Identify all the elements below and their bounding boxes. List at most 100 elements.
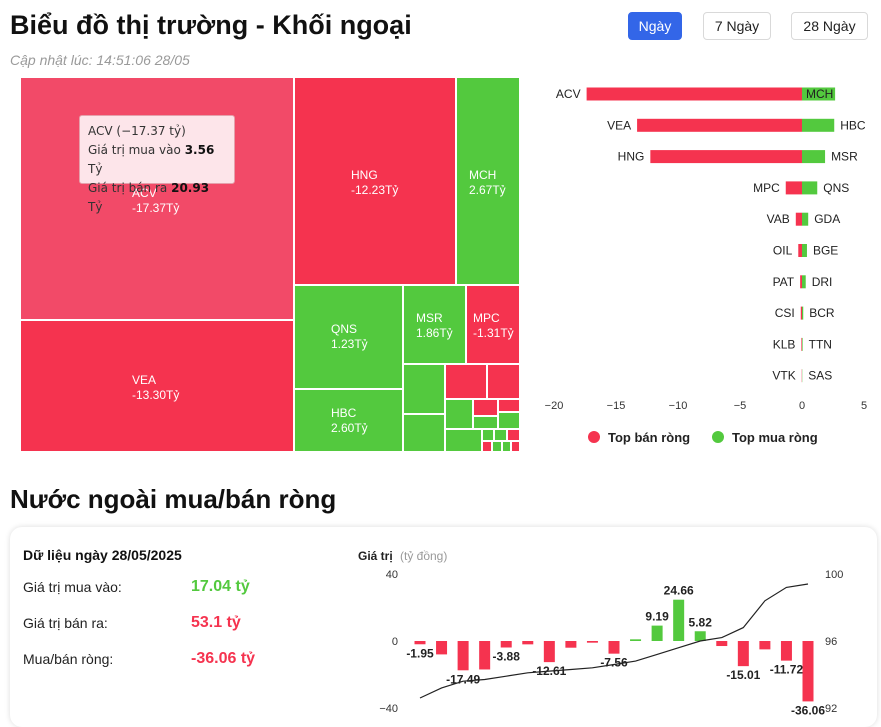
- net-bar-label: 9.19: [645, 610, 669, 624]
- treemap-cell[interactable]: [445, 364, 487, 399]
- tooltip-sell-row: Giá trị bán ra 20.93 Tỷ: [88, 179, 226, 217]
- buy-bar-label: GDA: [814, 212, 840, 226]
- treemap-cell[interactable]: [403, 364, 445, 414]
- treemap-cell[interactable]: [445, 429, 482, 452]
- net-bar: [565, 641, 576, 648]
- treemap-value: -12.23Tỷ: [351, 183, 398, 198]
- tooltip-title: ACV (−17.37 tỷ): [88, 122, 226, 141]
- x-tick-label: −20: [545, 400, 564, 412]
- treemap-cell[interactable]: [403, 414, 445, 452]
- treemap-cell[interactable]: [482, 441, 492, 452]
- legend-buy-marker: [712, 431, 724, 443]
- y2-tick-label: 100: [825, 569, 843, 581]
- y-tick-label: 0: [392, 636, 398, 648]
- x-tick-label: 5: [861, 400, 867, 412]
- treemap-cell-mpc[interactable]: MPC -1.31Tỷ: [466, 285, 520, 364]
- sell-bar-label: VAB: [767, 212, 790, 226]
- treemap-cell[interactable]: [473, 399, 498, 416]
- net-bar-label: 24.66: [664, 584, 694, 598]
- treemap-cell-msr[interactable]: MSR 1.86Tỷ: [403, 285, 466, 364]
- buy-bar: [802, 275, 806, 288]
- net-bar: [544, 641, 555, 662]
- net-bar: [652, 626, 663, 641]
- treemap-cell[interactable]: [494, 429, 507, 441]
- sell-bar: [801, 307, 802, 320]
- sell-bar: [798, 244, 802, 257]
- net-bar: [630, 639, 641, 641]
- sell-bar: [800, 275, 802, 288]
- net-bar: [759, 641, 770, 649]
- tab-7-days[interactable]: 7 Ngày: [703, 12, 771, 40]
- treemap-tooltip: ACV (−17.37 tỷ) Giá trị mua vào 3.56 Tỷ …: [79, 115, 235, 184]
- y-tick-label: 40: [386, 569, 398, 581]
- treemap-cell[interactable]: [445, 399, 473, 429]
- sell-bar: [786, 181, 802, 194]
- tooltip-sell-value: 20.93: [171, 181, 209, 195]
- buy-bar-label: HBC: [840, 118, 866, 132]
- net-bar: [609, 641, 620, 654]
- net-bar: [803, 641, 814, 701]
- legend-buy-label: Top mua ròng: [732, 430, 818, 445]
- sell-bar: [637, 119, 802, 132]
- stat-net-value: -36.06 tỷ: [191, 650, 255, 668]
- buy-bar-label: MCH: [806, 87, 833, 101]
- treemap-cell-mch[interactable]: MCH 2.67Tỷ: [456, 77, 520, 285]
- y-tick-label: −40: [379, 703, 398, 715]
- treemap-value: 1.23Tỷ: [331, 337, 368, 352]
- treemap-cell-qns[interactable]: QNS 1.23Tỷ: [294, 285, 403, 389]
- treemap-cell-hbc[interactable]: HBC 2.60Tỷ: [294, 389, 403, 452]
- treemap-cell[interactable]: [482, 429, 494, 441]
- legend-sell-label: Top bán ròng: [608, 430, 690, 445]
- treemap-cell[interactable]: [473, 416, 498, 429]
- tooltip-buy-value: 3.56: [185, 143, 215, 157]
- net-bar-label: -36.06: [791, 703, 825, 717]
- treemap-cell[interactable]: [507, 429, 520, 441]
- treemap-cell[interactable]: [498, 399, 520, 412]
- x-tick-label: −5: [734, 400, 747, 412]
- buy-bar-label: BCR: [809, 306, 835, 320]
- net-bar: [716, 641, 727, 646]
- buy-bar-label: QNS: [823, 181, 849, 195]
- net-bar: [415, 641, 426, 644]
- sell-bar-label: KLB: [773, 337, 796, 351]
- treemap-value: 2.60Tỷ: [331, 421, 368, 436]
- tab-day[interactable]: Ngày: [628, 12, 682, 40]
- buy-bar: [802, 181, 817, 194]
- treemap-cell[interactable]: [492, 441, 502, 452]
- sell-bar: [801, 338, 802, 351]
- treemap-code: MSR: [416, 311, 453, 326]
- stat-buy-label: Giá trị mua vào:: [23, 579, 122, 595]
- treemap-cell-vea[interactable]: VEA -13.30Tỷ: [20, 320, 294, 452]
- tab-28-days[interactable]: 28 Ngày: [791, 12, 868, 40]
- x-tick-label: 0: [799, 400, 805, 412]
- sell-bar-label: ACV: [556, 87, 581, 101]
- net-bar: [695, 631, 706, 641]
- stat-buy-value: 17.04 tỷ: [191, 578, 250, 596]
- sell-bar-label: VEA: [607, 118, 631, 132]
- treemap-cell-hng[interactable]: HNG -12.23Tỷ: [294, 77, 456, 285]
- treemap-cell[interactable]: [511, 441, 520, 452]
- treemap-cell[interactable]: [498, 412, 520, 429]
- y-axis-unit: (tỷ đồng): [400, 549, 447, 563]
- treemap-code: MPC: [473, 311, 514, 326]
- treemap-value: -1.31Tỷ: [473, 326, 514, 341]
- treemap-value: 2.67Tỷ: [469, 183, 506, 198]
- sell-bar-label: HNG: [618, 150, 645, 164]
- net-bar-label: -17.49: [446, 672, 480, 686]
- buy-bar: [802, 213, 808, 226]
- sell-bar-label: VTK: [772, 369, 795, 383]
- tooltip-buy-row: Giá trị mua vào 3.56 Tỷ: [88, 141, 226, 179]
- treemap-value: 1.86Tỷ: [416, 326, 453, 341]
- buy-bar-label: BGE: [813, 244, 838, 258]
- treemap-cell[interactable]: [502, 441, 511, 452]
- net-bar: [522, 641, 533, 644]
- x-tick-label: −15: [607, 400, 626, 412]
- updated-timestamp: Cập nhật lúc: 14:51:06 28/05: [10, 52, 190, 68]
- buy-bar-label: TTN: [809, 337, 832, 351]
- sell-bar-label: MPC: [753, 181, 780, 195]
- sell-bar: [650, 150, 802, 163]
- buy-bar-label: SAS: [808, 369, 832, 383]
- treemap-code: MCH: [469, 168, 506, 183]
- y2-tick-label: 96: [825, 636, 837, 648]
- treemap-cell[interactable]: [487, 364, 520, 399]
